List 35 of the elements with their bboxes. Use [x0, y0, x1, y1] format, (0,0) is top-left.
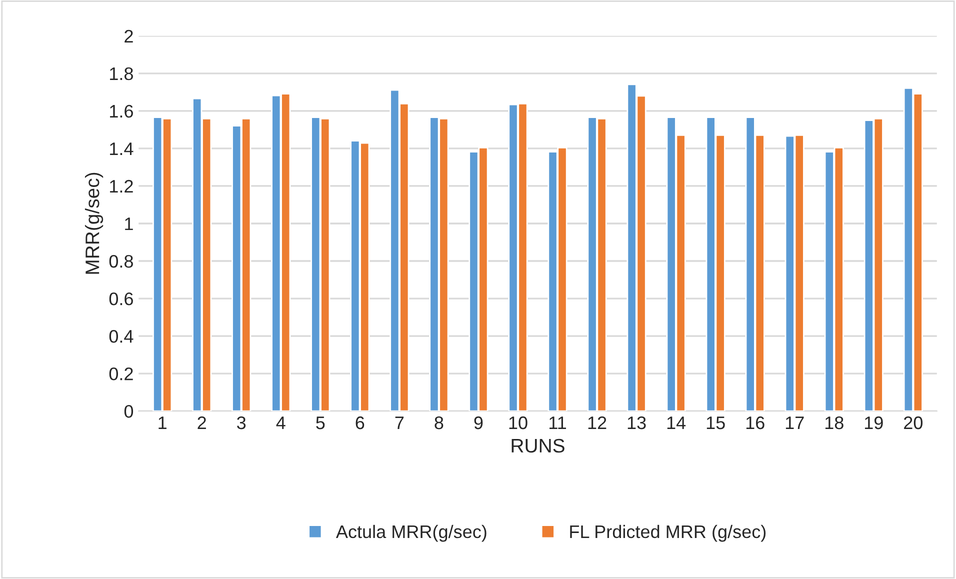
x-tick-label: 16: [746, 416, 764, 430]
y-tick-label: 0.6: [109, 292, 133, 306]
y-axis-title: MRR(g/sec): [84, 172, 104, 274]
x-tick-label: 14: [667, 416, 686, 430]
x-tick-label: 3: [237, 416, 246, 430]
y-tick-label: 0.8: [109, 254, 133, 268]
x-tick-label: 7: [395, 416, 404, 430]
x-tick-label: 17: [786, 416, 804, 430]
y-tick-label: 1.8: [110, 67, 133, 80]
x-tick-label: 15: [706, 416, 725, 430]
y-tick-label: 0: [124, 405, 134, 418]
x-tick-label: 11: [550, 416, 566, 430]
x-tick-label: 12: [588, 416, 606, 430]
legend-label: Actula MRR(g/sec): [336, 524, 486, 542]
x-tick-label: 8: [434, 416, 444, 430]
y-tick-label: 1: [125, 218, 133, 230]
y-tick-label: 1.6: [110, 104, 133, 118]
x-tick-label: 9: [474, 416, 483, 430]
y-tick-label: 0.2: [109, 368, 133, 380]
x-tick-label: 2: [198, 416, 206, 430]
y-tick-label: 2: [124, 30, 133, 42]
x-tick-label: 19: [864, 416, 883, 430]
x-tick-label: 5: [316, 416, 325, 430]
legend-label: FL Prdicted MRR (g/sec): [570, 524, 766, 542]
x-tick-label: 13: [628, 416, 646, 430]
y-tick-label: 1.4: [110, 142, 134, 155]
x-tick-label: 4: [276, 416, 286, 430]
x-tick-label: 20: [904, 416, 923, 430]
x-tick-label: 6: [356, 416, 364, 430]
x-axis-title: RUNS: [512, 438, 564, 453]
x-tick-label: 10: [509, 416, 528, 430]
x-tick-label: 1: [158, 416, 166, 430]
y-tick-label: 0.4: [109, 330, 134, 343]
x-tick-label: 18: [825, 416, 844, 430]
y-tick-label: 1.2: [110, 180, 133, 193]
